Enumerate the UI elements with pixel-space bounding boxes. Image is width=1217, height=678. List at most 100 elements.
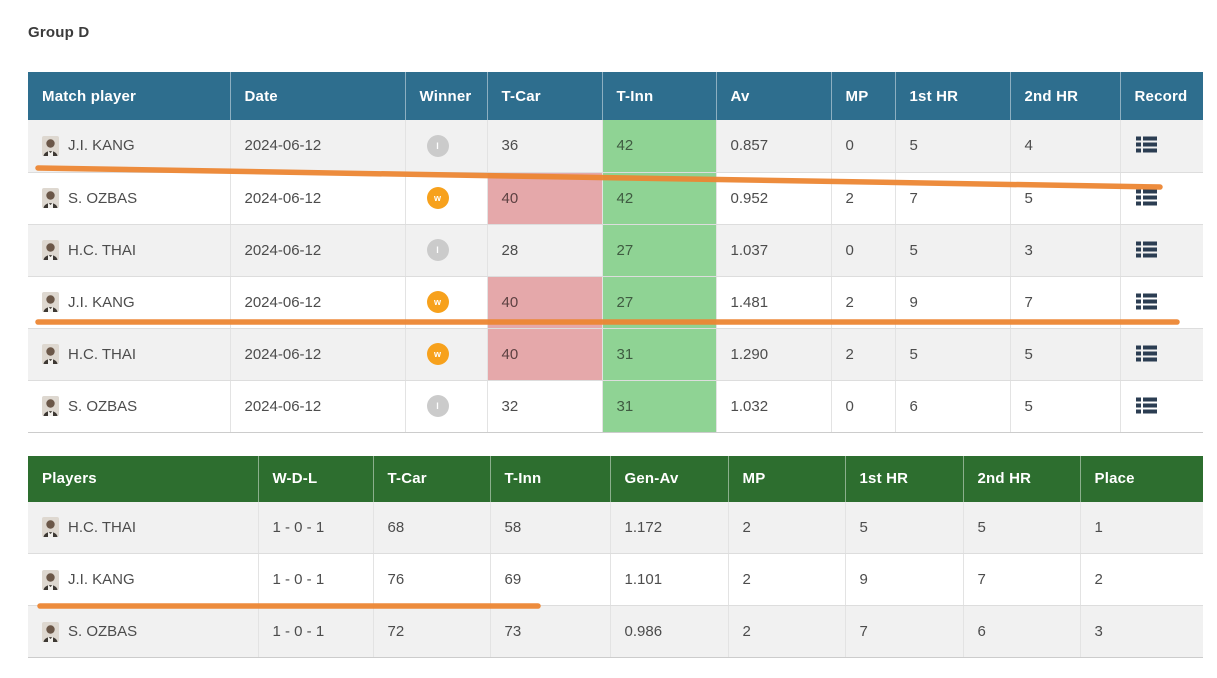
mp-cell: 2 [830,172,895,225]
t-car-cell: 40 [486,328,602,381]
winner-badge: L [426,239,449,261]
record-list-icon [1135,241,1157,257]
player-avatar [42,292,59,312]
av-cell: 1.032 [715,380,831,433]
player-avatar [42,188,59,208]
wdl-cell: 1 - 0 - 1 [257,501,373,554]
av-cell: 0.952 [715,172,831,225]
mp-total-cell: 2 [727,501,845,554]
standing-player-name: S. OZBAS [68,623,138,640]
col-header-players: Players [28,455,258,502]
t-inn-cell: 42 [601,120,716,173]
tcar-total-cell: 72 [372,605,490,658]
match-row: H.C. THAI 2024-06-12 L 28 27 1.037 0 5 3 [28,224,1203,277]
group-page: Group D Match player Date Winner T-Car T… [28,24,1203,658]
mp-cell: 0 [830,120,895,173]
av-cell: 1.481 [715,276,831,329]
match-date: 2024-06-12 [229,380,405,433]
t-car-cell: 40 [486,172,602,225]
mp-cell: 0 [830,224,895,277]
match-player-name: S. OZBAS [68,189,138,207]
col-header-date: Date [229,72,405,120]
standing-player-name: J.I. KANG [68,571,135,588]
player-avatar [42,621,59,642]
col-header-tinn-total: T-Inn [489,455,610,502]
record-list-icon [1135,189,1157,205]
first-hr-total-cell: 7 [844,605,963,658]
t-car-cell: 32 [486,380,602,433]
standing-player-name: H.C. THAI [68,518,137,536]
t-inn-cell: 27 [601,224,716,277]
first-hr-total-cell: 9 [844,553,963,606]
t-car-cell: 40 [486,276,602,329]
winner-badge: L [426,134,449,157]
place-cell: 2 [1079,553,1203,606]
tcar-total-cell: 76 [372,553,490,606]
first-hr-cell: 7 [894,172,1010,225]
av-cell: 1.290 [715,328,831,381]
winner-badge: W [426,291,449,313]
gen-av-cell: 1.172 [609,501,728,554]
second-hr-total-cell: 5 [962,501,1080,554]
page-title: Group D [28,24,90,41]
record-button[interactable] [1135,343,1157,365]
col-header-av: Av [715,72,831,120]
second-hr-cell: 7 [1009,276,1120,329]
match-date: 2024-06-12 [229,276,405,329]
mp-cell: 2 [830,328,895,381]
player-avatar [42,240,59,260]
match-date: 2024-06-12 [229,224,405,277]
record-list-icon [1135,397,1157,413]
match-row: J.I. KANG 2024-06-12 L 36 42 0.857 0 5 4 [28,120,1203,173]
tinn-total-cell: 69 [489,553,610,606]
standings-header-row: Players W-D-L T-Car T-Inn Gen-Av MP 1st … [28,455,1203,502]
match-row: S. OZBAS 2024-06-12 L 32 31 1.032 0 6 5 [28,380,1203,433]
match-player-name: J.I. KANG [68,137,135,155]
col-header-mp: MP [830,72,895,120]
match-player-name: H.C. THAI [68,241,137,259]
record-button[interactable] [1135,187,1157,209]
mp-cell: 0 [830,380,895,433]
record-button[interactable] [1135,239,1157,261]
first-hr-cell: 5 [894,224,1010,277]
col-header-place: Place [1079,455,1203,502]
col-header-tinn: T-Inn [601,72,716,120]
second-hr-cell: 3 [1009,224,1120,277]
second-hr-total-cell: 7 [962,553,1080,606]
matches-header-row: Match player Date Winner T-Car T-Inn Av … [28,72,1203,120]
match-player-name: J.I. KANG [68,293,135,311]
record-button[interactable] [1135,134,1157,156]
first-hr-total-cell: 5 [844,501,963,554]
gen-av-cell: 0.986 [609,605,728,658]
wdl-cell: 1 - 0 - 1 [257,605,373,658]
av-cell: 1.037 [715,224,831,277]
player-avatar [42,344,59,364]
t-car-cell: 28 [486,224,602,277]
col-header-record: Record [1119,72,1203,120]
t-inn-cell: 31 [601,380,716,433]
matches-table: Match player Date Winner T-Car T-Inn Av … [28,72,1203,433]
match-row: H.C. THAI 2024-06-12 W 40 31 1.290 2 5 5 [28,328,1203,381]
player-avatar [42,569,59,590]
place-cell: 1 [1079,501,1203,554]
match-player-name: S. OZBAS [68,397,138,415]
mp-cell: 2 [830,276,895,329]
col-header-gen-av: Gen-Av [609,455,728,502]
tcar-total-cell: 68 [372,501,490,554]
tinn-total-cell: 73 [489,605,610,658]
t-car-cell: 36 [486,120,602,173]
col-header-2nd-hr: 2nd HR [1009,72,1120,120]
standing-row: H.C. THAI 1 - 0 - 1 68 58 1.172 2 5 5 1 [28,501,1203,554]
match-date: 2024-06-12 [229,172,405,225]
place-cell: 3 [1079,605,1203,658]
standings-table: Players W-D-L T-Car T-Inn Gen-Av MP 1st … [28,455,1203,658]
col-header-tcar: T-Car [486,72,602,120]
standing-row: J.I. KANG 1 - 0 - 1 76 69 1.101 2 9 7 2 [28,553,1203,606]
first-hr-cell: 5 [894,120,1010,173]
record-button[interactable] [1135,395,1157,417]
match-date: 2024-06-12 [229,328,405,381]
col-header-2nd-hr-total: 2nd HR [962,455,1080,502]
record-button[interactable] [1135,291,1157,313]
av-cell: 0.857 [715,120,831,173]
first-hr-cell: 6 [894,380,1010,433]
